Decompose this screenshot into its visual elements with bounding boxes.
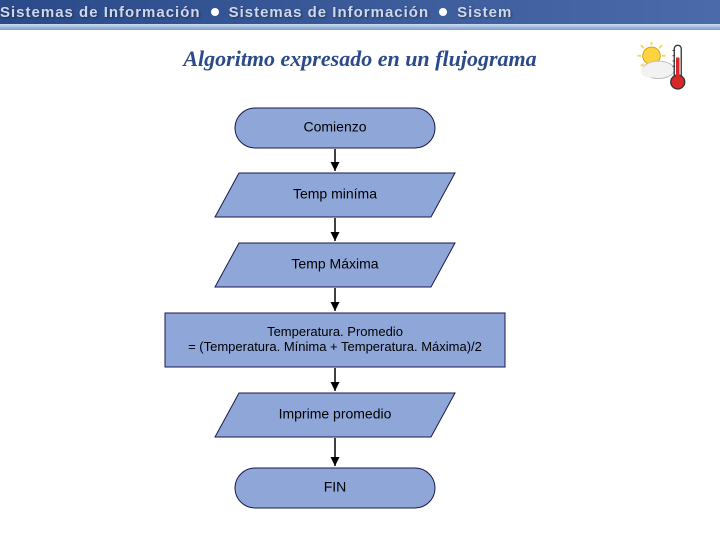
flowchart-node-label: FIN [324,479,347,495]
flowchart-canvas: Comienzo Temp miníma Temp Máxima Temperatur… [0,88,720,548]
flowchart-node-label: Temp miníma [293,186,377,202]
header-segment-partial: Sistem [457,4,512,21]
header-bar: Sistemas de Información Sistemas de Info… [0,0,720,24]
flowchart-node-label: Comienzo [303,119,366,135]
flowchart-node-label: Temperatura. Promedio [267,324,403,339]
header-segment: Sistemas de Información [229,4,430,21]
flowchart-node-label: Temp Máxima [291,256,378,272]
header-segment: Sistemas de Información [0,4,201,21]
slide-title: Algoritmo expresado en un flujograma [0,46,720,72]
header-gradient-band [0,24,720,30]
flowchart-node-label: = (Temperatura. Mínima + Temperatura. Má… [188,339,482,354]
header-separator-dot [211,8,219,16]
header-separator-dot [439,8,447,16]
flowchart-node-label: Imprime promedio [279,406,392,422]
slide-content: Algoritmo expresado en un flujograma Com… [0,38,720,540]
